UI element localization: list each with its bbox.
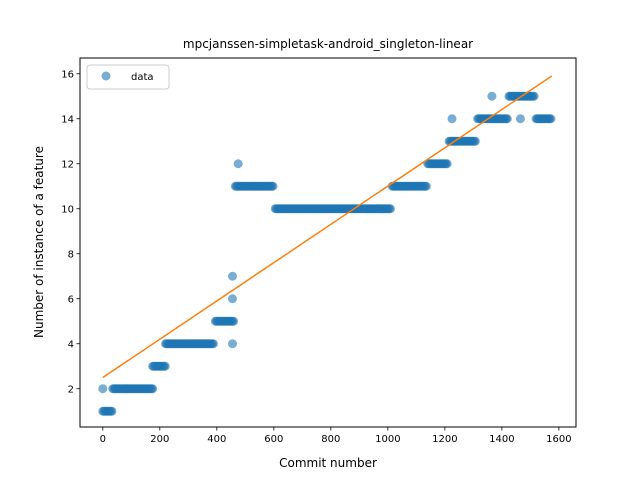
legend: data — [87, 65, 169, 89]
data-point — [516, 114, 525, 123]
x-tick-label: 400 — [207, 434, 226, 445]
data-point — [98, 384, 107, 393]
data-point — [443, 159, 452, 168]
data-point — [228, 294, 237, 303]
y-tick-label: 12 — [61, 159, 74, 170]
y-tick-label: 16 — [61, 69, 74, 80]
x-tick-label: 1000 — [375, 434, 400, 445]
y-axis-label: Number of instance of a feature — [32, 146, 46, 338]
x-tick-label: 0 — [100, 434, 106, 445]
x-tick-label: 1600 — [546, 434, 571, 445]
x-tick-label: 1200 — [432, 434, 457, 445]
data-point — [234, 159, 243, 168]
x-axis-label: Commit number — [279, 456, 377, 470]
fit-line — [103, 76, 552, 378]
data-point — [268, 182, 277, 191]
plot-area — [98, 76, 555, 416]
y-tick-label: 14 — [61, 114, 74, 125]
y-axis: 2 4 6 8 10 12 14 16 — [61, 69, 80, 395]
y-tick-label: 8 — [68, 249, 74, 260]
x-axis: 0 200 400 600 800 1000 1200 1400 1600 — [100, 427, 572, 445]
chart-title: mpcjanssen-simpletask-android_singleton-… — [183, 37, 473, 51]
data-point — [530, 92, 539, 101]
x-tick-label: 1400 — [489, 434, 514, 445]
y-tick-label: 6 — [68, 294, 74, 305]
x-tick-label: 800 — [321, 434, 340, 445]
y-tick-label: 10 — [61, 204, 74, 215]
data-point — [422, 182, 431, 191]
x-tick-label: 200 — [150, 434, 169, 445]
data-point — [161, 362, 170, 371]
data-point — [503, 114, 512, 123]
legend-box — [87, 65, 169, 89]
data-point — [471, 137, 480, 146]
axes-frame — [80, 58, 576, 427]
data-point — [386, 204, 395, 213]
data-point — [148, 384, 157, 393]
y-tick-label: 4 — [68, 339, 74, 350]
y-tick-label: 2 — [68, 384, 74, 395]
legend-label: data — [131, 72, 154, 83]
data-point — [487, 92, 496, 101]
data-point — [107, 407, 116, 416]
data-point — [229, 317, 238, 326]
x-tick-label: 600 — [264, 434, 283, 445]
data-point — [228, 272, 237, 281]
data-point — [546, 114, 555, 123]
data-point — [228, 339, 237, 348]
data-point — [209, 339, 218, 348]
data-point — [448, 114, 457, 123]
legend-marker — [102, 72, 111, 81]
